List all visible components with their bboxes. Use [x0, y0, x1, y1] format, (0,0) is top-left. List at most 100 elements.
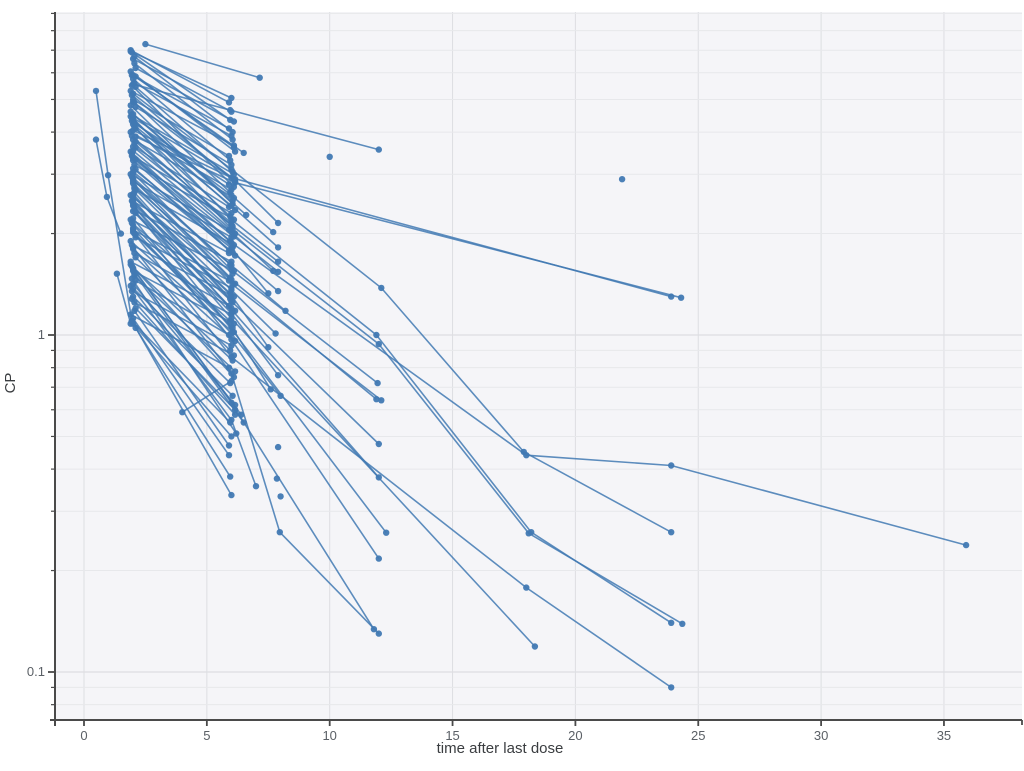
data-point: [103, 193, 111, 201]
data-point: [373, 331, 380, 339]
data-point: [228, 416, 235, 424]
series-line: [145, 43, 260, 79]
data-point: [228, 209, 235, 217]
data-point: [375, 630, 382, 637]
data-point: [142, 40, 149, 48]
data-point: [129, 208, 137, 215]
data-point: [374, 379, 381, 387]
series-line: [131, 114, 235, 175]
data-point: [265, 344, 272, 351]
series-line: [132, 231, 672, 689]
x-tick-label: 30: [814, 728, 828, 743]
data-point: [618, 176, 626, 183]
data-point: [132, 156, 139, 163]
data-point: [228, 161, 235, 168]
series-line: [134, 327, 231, 478]
data-point: [229, 392, 236, 399]
data-point: [274, 287, 282, 295]
series-line: [131, 278, 237, 434]
data-point: [267, 386, 274, 393]
data-point: [113, 270, 121, 277]
data-point: [252, 483, 260, 490]
data-point: [129, 121, 137, 128]
series-line: [131, 51, 231, 121]
data-point: [228, 239, 235, 246]
data-point: [228, 336, 235, 343]
axes: [48, 12, 1023, 726]
data-point: [228, 298, 235, 305]
data-point: [92, 136, 100, 143]
data-point: [375, 340, 382, 348]
series-line: [130, 260, 232, 316]
x-tick-label: 0: [80, 728, 87, 743]
data-point: [227, 106, 234, 114]
data-point: [129, 244, 137, 251]
data-point: [272, 330, 279, 337]
data-point: [228, 323, 235, 330]
data-point: [375, 146, 382, 153]
data-point: [131, 270, 138, 277]
series-line: [131, 265, 234, 362]
data-point: [129, 90, 137, 97]
data-point: [228, 433, 235, 440]
data-point: [668, 684, 675, 691]
plot-area: [55, 12, 1022, 720]
data-point: [228, 310, 235, 317]
data-point: [129, 72, 137, 79]
data-point: [228, 491, 235, 499]
series-line: [135, 140, 232, 224]
series-line: [132, 98, 230, 157]
data-point: [230, 144, 238, 151]
data-point: [132, 64, 139, 72]
data-point: [92, 87, 100, 95]
data-point: [129, 147, 137, 154]
data-point: [531, 643, 539, 650]
data-point: [128, 275, 136, 282]
data-series: [92, 40, 970, 691]
data-point: [225, 152, 233, 160]
data-point: [227, 473, 234, 480]
data-point: [128, 295, 136, 303]
series-line: [132, 296, 234, 397]
x-tick-label: 35: [937, 728, 951, 743]
data-point: [668, 529, 675, 536]
series-line: [133, 310, 230, 446]
x-tick-label: 15: [445, 728, 459, 743]
data-point: [679, 620, 686, 627]
y-tick-label: 1: [38, 327, 45, 342]
series-line: [132, 248, 236, 342]
data-point: [378, 284, 385, 292]
data-point: [228, 330, 235, 337]
data-point: [375, 555, 382, 562]
series-line: [131, 320, 231, 424]
series-line: [116, 273, 132, 324]
series-line: [132, 317, 230, 456]
data-point: [962, 541, 970, 549]
series-line: [130, 90, 235, 147]
data-point: [117, 230, 125, 237]
data-point: [668, 462, 675, 469]
data-point: [378, 397, 385, 404]
data-point: [274, 443, 282, 451]
series-line: [133, 273, 245, 423]
data-point: [525, 530, 532, 537]
data-point: [129, 111, 137, 118]
series-line: [130, 313, 230, 369]
series-line: [134, 301, 235, 357]
data-point: [131, 185, 138, 192]
data-point: [228, 94, 235, 102]
data-point: [274, 219, 282, 227]
data-point: [132, 133, 139, 140]
data-point: [228, 166, 235, 173]
data-point: [129, 215, 137, 222]
data-point: [274, 244, 282, 251]
data-point: [129, 198, 137, 206]
x-axis-title: time after last dose: [437, 740, 564, 757]
data-point: [375, 440, 382, 448]
data-point: [273, 475, 281, 482]
data-point: [228, 221, 235, 229]
series-line: [130, 151, 231, 242]
data-point: [129, 193, 137, 200]
